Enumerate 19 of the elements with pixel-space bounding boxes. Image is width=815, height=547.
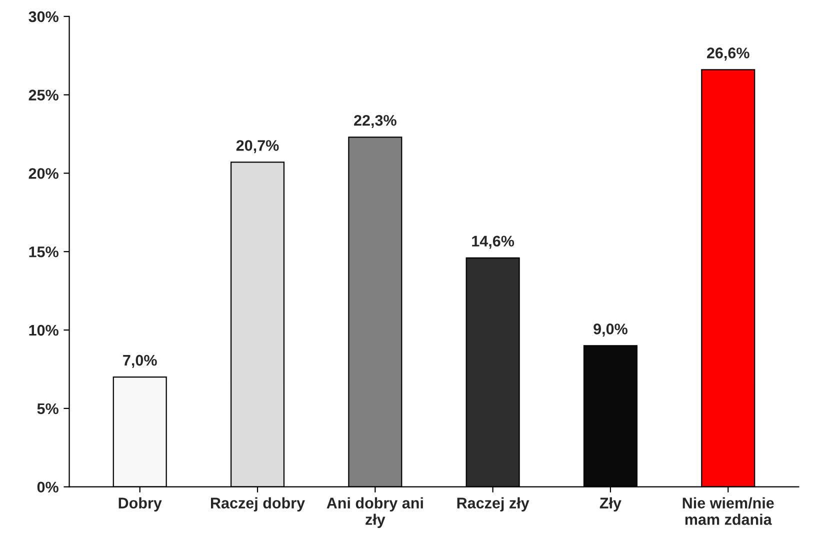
y-tick-label: 10% (29, 324, 58, 336)
y-tick-label: 30% (28, 11, 58, 22)
x-tick-label: Ani dobry ani zły (326, 497, 423, 528)
y-tick-label: 5% (37, 403, 58, 414)
data-label: 26,6% (706, 48, 750, 61)
x-tick-label: Dobry (118, 497, 162, 512)
data-label: 9,0% (594, 324, 628, 337)
y-tick-label: 25% (28, 90, 58, 100)
x-tick-label: Raczej zły (457, 497, 530, 512)
y-tick-label: 0% (37, 482, 58, 493)
data-label: 20,7% (236, 140, 279, 154)
data-label: 14,6% (472, 236, 514, 249)
x-tick-label: Raczej dobry (210, 497, 305, 512)
x-tick-label: Nie wiem/nie mam zdania (682, 497, 774, 525)
data-label: 22,3% (354, 114, 396, 128)
x-tick-label: Zły (600, 497, 622, 512)
data-label: 7,0% (123, 354, 157, 368)
y-tick-label: 20% (28, 168, 58, 179)
y-tick-label: 15% (29, 246, 58, 258)
